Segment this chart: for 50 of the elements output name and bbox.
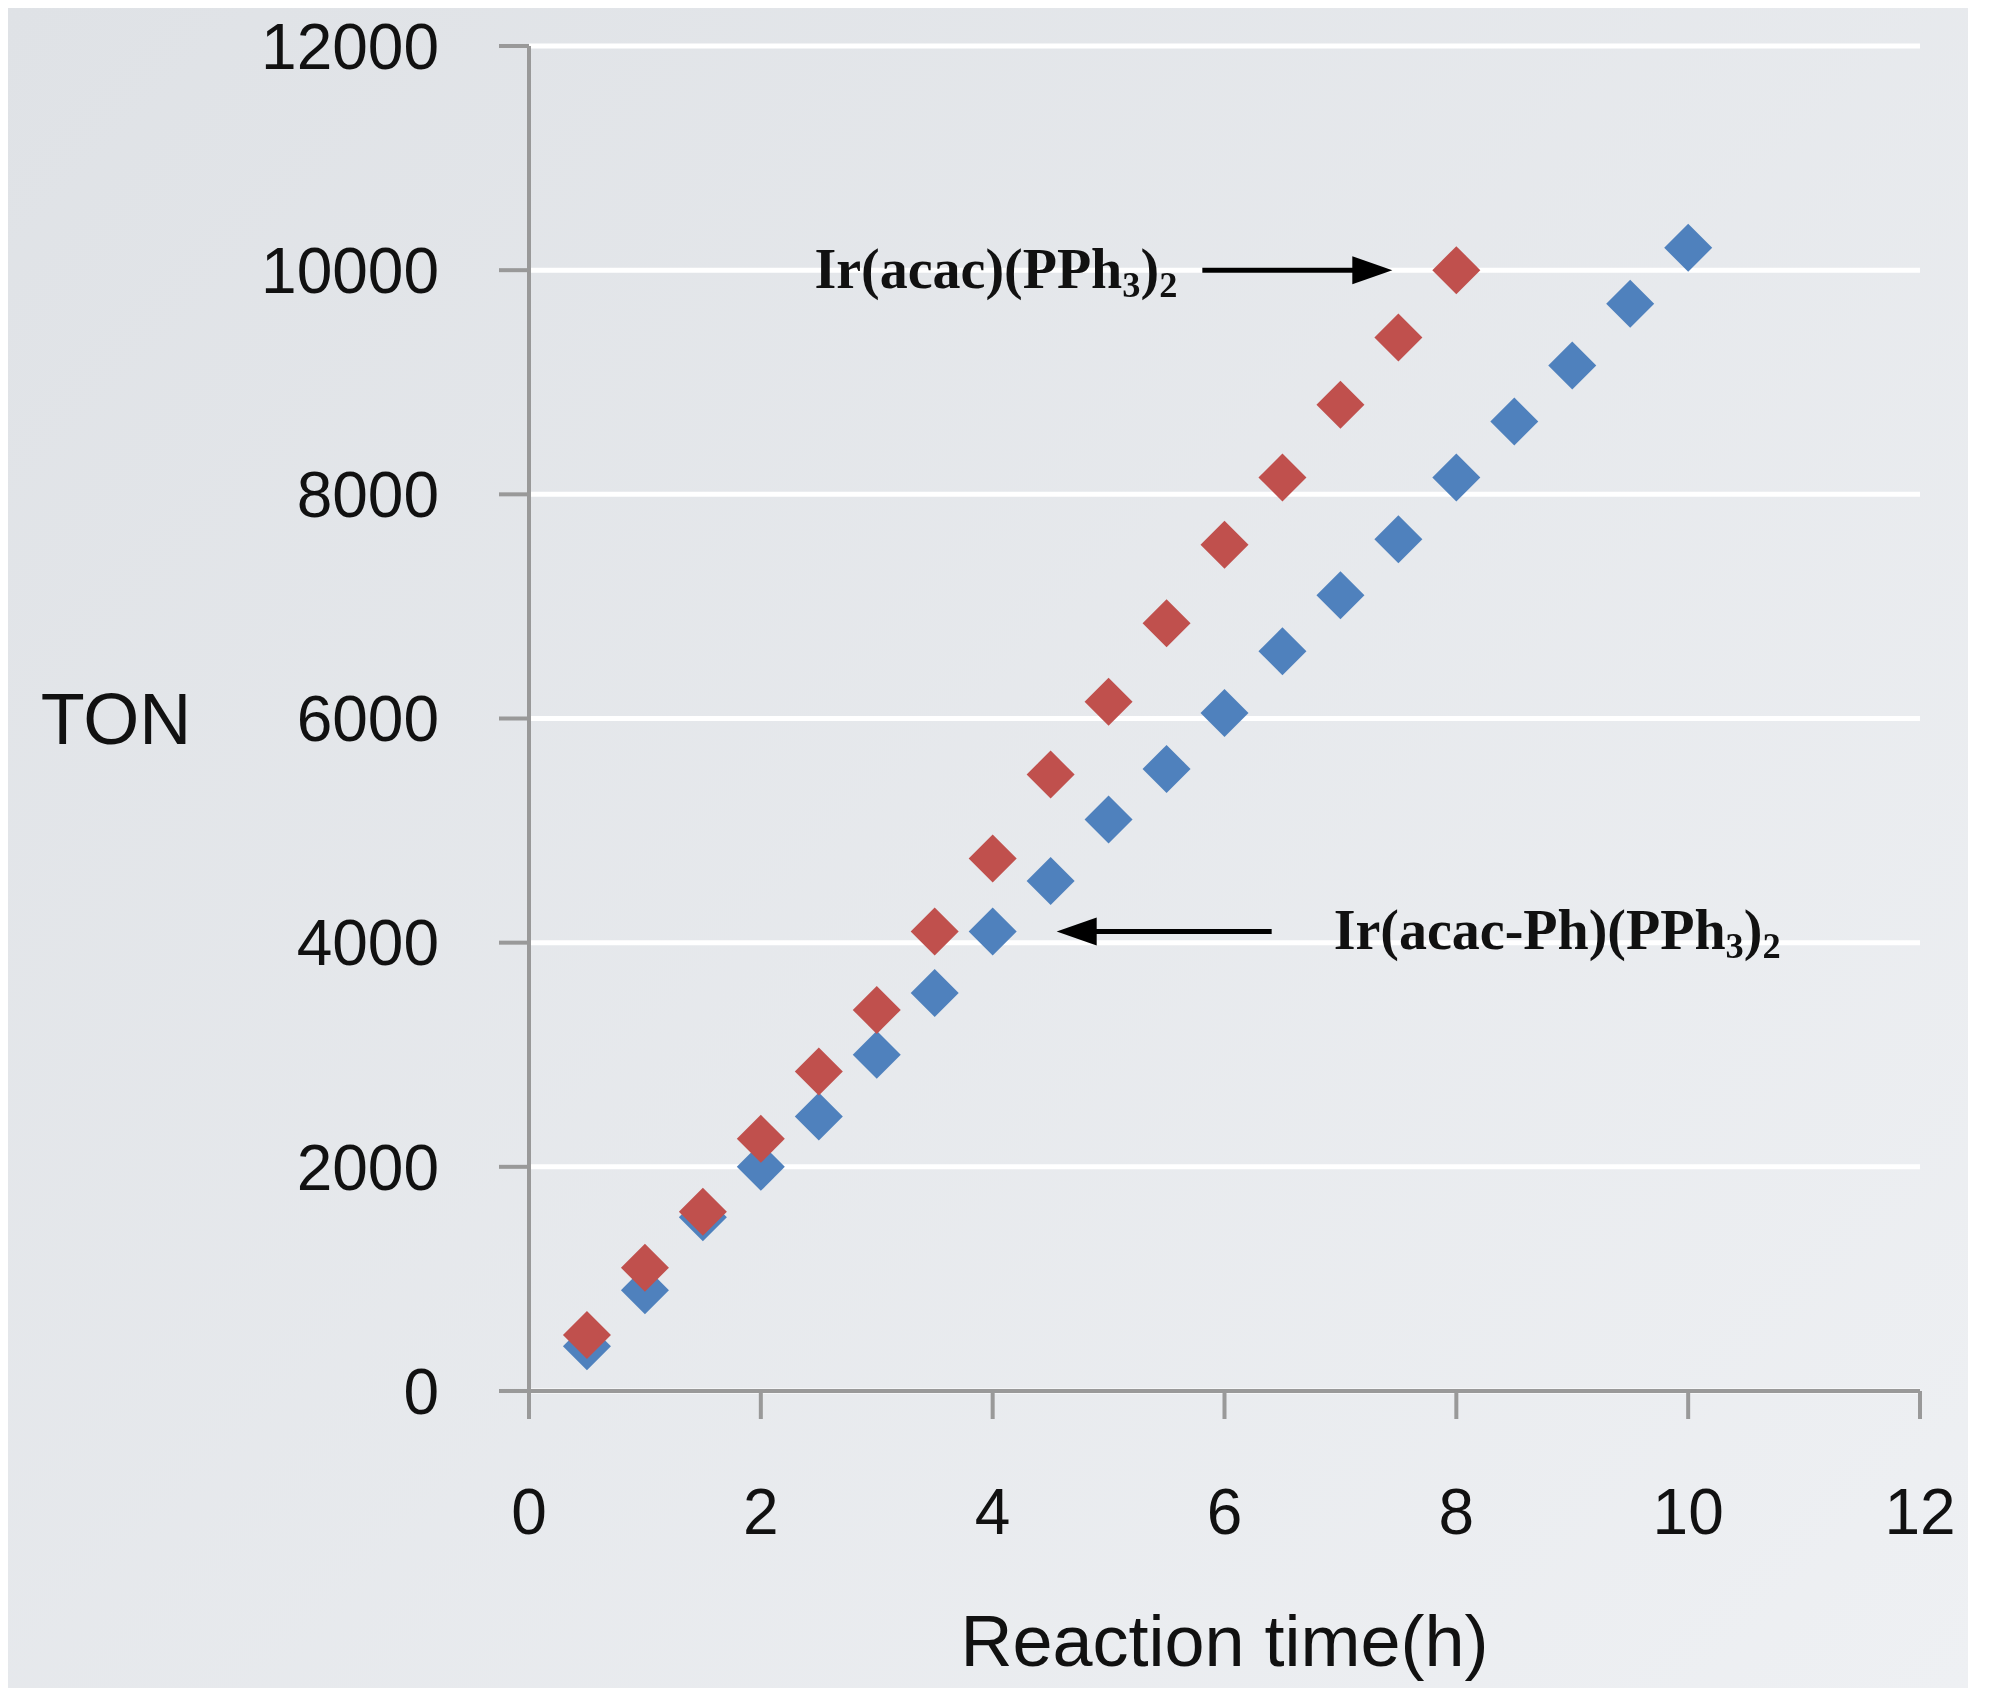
x-tick-label: 12 — [1884, 1476, 1956, 1549]
point — [1606, 279, 1655, 328]
y-tick-label: 8000 — [296, 459, 439, 532]
y-tick-label: 0 — [403, 1355, 439, 1428]
point — [1258, 453, 1307, 502]
x-tick-label: 4 — [974, 1476, 1011, 1549]
y-tick-label: 6000 — [296, 683, 439, 756]
point — [1084, 677, 1133, 726]
point — [678, 1187, 727, 1236]
x-tick-label: 2 — [743, 1476, 779, 1549]
point — [1432, 453, 1481, 502]
y-tick-label: 10000 — [261, 234, 439, 307]
point — [968, 834, 1017, 883]
point — [1200, 520, 1249, 569]
point — [910, 907, 959, 956]
point — [1142, 599, 1191, 648]
point — [968, 907, 1017, 956]
y-tick-label: 2000 — [296, 1131, 439, 1204]
x-tick-label: 0 — [511, 1476, 547, 1549]
point — [1026, 857, 1075, 906]
x-axis-title: Reaction time(h) — [960, 1601, 1489, 1681]
point — [1490, 397, 1539, 446]
y-tick-label: 4000 — [296, 907, 439, 980]
point — [1316, 380, 1365, 429]
point — [1026, 750, 1075, 799]
point — [910, 969, 959, 1018]
point — [1142, 744, 1191, 793]
point — [562, 1310, 611, 1359]
point — [1200, 688, 1249, 737]
point — [1258, 627, 1307, 676]
point — [852, 985, 901, 1034]
point — [736, 1114, 785, 1163]
point — [1374, 313, 1423, 362]
point — [794, 1047, 843, 1096]
x-tick-label: 6 — [1206, 1476, 1243, 1549]
point — [1316, 571, 1365, 620]
annotation: Ir(acac)(PPh$_{3}$)$_{2}$ — [814, 238, 1178, 306]
x-tick-label: 8 — [1438, 1476, 1475, 1549]
annotation: Ir(acac-Ph)(PPh$_{3}$)$_{2}$ — [1333, 899, 1781, 967]
x-tick-label: 10 — [1652, 1476, 1724, 1549]
y-tick-label: 12000 — [261, 10, 439, 83]
point — [1374, 515, 1423, 564]
point — [1084, 795, 1133, 844]
point — [1548, 341, 1597, 390]
point — [1664, 223, 1713, 272]
y-axis-title: TON — [40, 678, 192, 759]
point — [852, 1030, 901, 1079]
point — [620, 1243, 669, 1292]
point — [794, 1092, 843, 1141]
point — [1432, 246, 1481, 295]
